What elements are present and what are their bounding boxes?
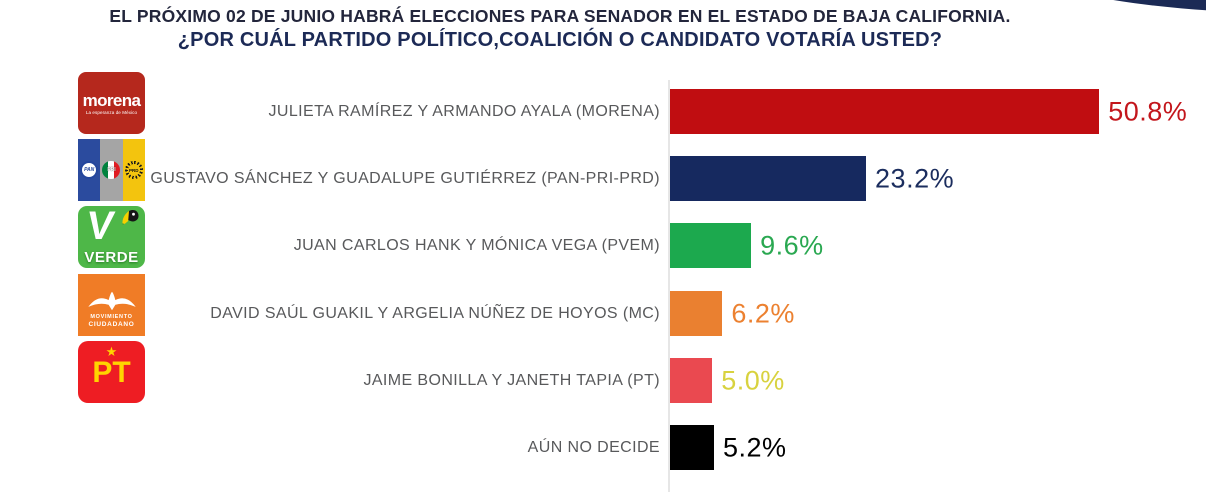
pan-stripe: PAN	[78, 139, 101, 201]
bar-morena	[670, 89, 1100, 134]
prd-emblem-text: PRD	[127, 164, 140, 176]
poll-row-morena: morena La esperanza de México JULIETA RA…	[0, 72, 1206, 145]
bar-pan-pri-prd	[670, 156, 867, 201]
bar-pvem	[670, 223, 752, 268]
prd-stripe: PRD	[122, 139, 145, 201]
pan-pri-prd-logo: PAN PRI PRD	[78, 139, 145, 201]
value-label-pvem: 9.6%	[760, 230, 824, 260]
bar-mc	[670, 291, 723, 336]
candidate-label-pt: JAIME BONILLA Y JANETH TAPIA (PT)	[363, 371, 660, 389]
mc-logo-line1: MOVIMIENTO	[90, 314, 133, 321]
value-label-mc: 6.2%	[731, 298, 795, 328]
header: EL PRÓXIMO 02 DE JUNIO HABRÁ ELECCIONES …	[10, 6, 1110, 52]
value-label-undecided: 5.2%	[722, 432, 787, 462]
pri-emblem-icon: PRI	[102, 161, 121, 179]
prd-emblem-icon: PRD	[124, 161, 143, 179]
star-icon: ★	[105, 344, 118, 359]
poll-row-undecided: AÚN NO DECIDE 5.2%	[0, 414, 1206, 481]
pri-stripe: PRI	[100, 139, 123, 201]
chart-axis-line	[668, 80, 670, 492]
candidate-label-pan-pri-prd: GUSTAVO SÁNCHEZ Y GUADALUPE GUTIÉRREZ (P…	[150, 169, 660, 187]
pt-logo-word: PT	[92, 356, 131, 389]
eagle-icon	[87, 291, 136, 311]
pan-emblem-icon: PAN	[80, 161, 99, 179]
poll-question-line2: ¿POR CUÁL PARTIDO POLÍTICO,COALICIÓN O C…	[177, 29, 943, 51]
morena-logo-word: morena	[82, 90, 141, 110]
bar-pt	[670, 358, 713, 403]
candidate-label-morena: JULIETA RAMÍREZ Y ARMANDO AYALA (MORENA)	[268, 102, 660, 120]
bar-undecided	[670, 425, 714, 470]
movimiento-ciudadano-logo: MOVIMIENTO CIUDADANO	[78, 274, 145, 336]
poll-question-line1: EL PRÓXIMO 02 DE JUNIO HABRÁ ELECCIONES …	[109, 6, 1011, 26]
mc-logo-line2: CIUDADANO	[88, 320, 135, 328]
morena-logo-tagline: La esperanza de México	[85, 109, 138, 115]
verde-logo-word: VERDE	[84, 249, 139, 266]
value-label-pan-pri-prd: 23.2%	[875, 163, 955, 193]
value-label-morena: 50.8%	[1108, 96, 1188, 126]
candidate-label-mc: DAVID SAÚL GUAKIL Y ARGELIA NÚÑEZ DE HOY…	[210, 304, 660, 322]
candidate-label-pvem: JUAN CARLOS HANK Y MÓNICA VEGA (PVEM)	[293, 236, 660, 254]
candidate-label-undecided: AÚN NO DECIDE	[527, 438, 660, 456]
pvem-verde-logo: V VERDE	[78, 206, 145, 268]
poll-row-pan-pri-prd: PAN PRI PRD GUSTAVO SÁNCHEZ Y GUADALUPE …	[0, 139, 1206, 212]
value-label-pt: 5.0%	[721, 365, 785, 395]
morena-logo: morena La esperanza de México	[78, 72, 145, 134]
poll-row-mc: MOVIMIENTO CIUDADANO DAVID SAÚL GUAKIL Y…	[0, 274, 1206, 347]
toucan-icon	[122, 210, 139, 226]
pt-logo: ★ PT	[78, 341, 145, 403]
poll-row-pvem: V VERDE JUAN CARLOS HANK Y MÓNICA VEGA (…	[0, 206, 1206, 279]
poll-row-pt: ★ PT JAIME BONILLA Y JANETH TAPIA (PT) 5…	[0, 341, 1206, 414]
